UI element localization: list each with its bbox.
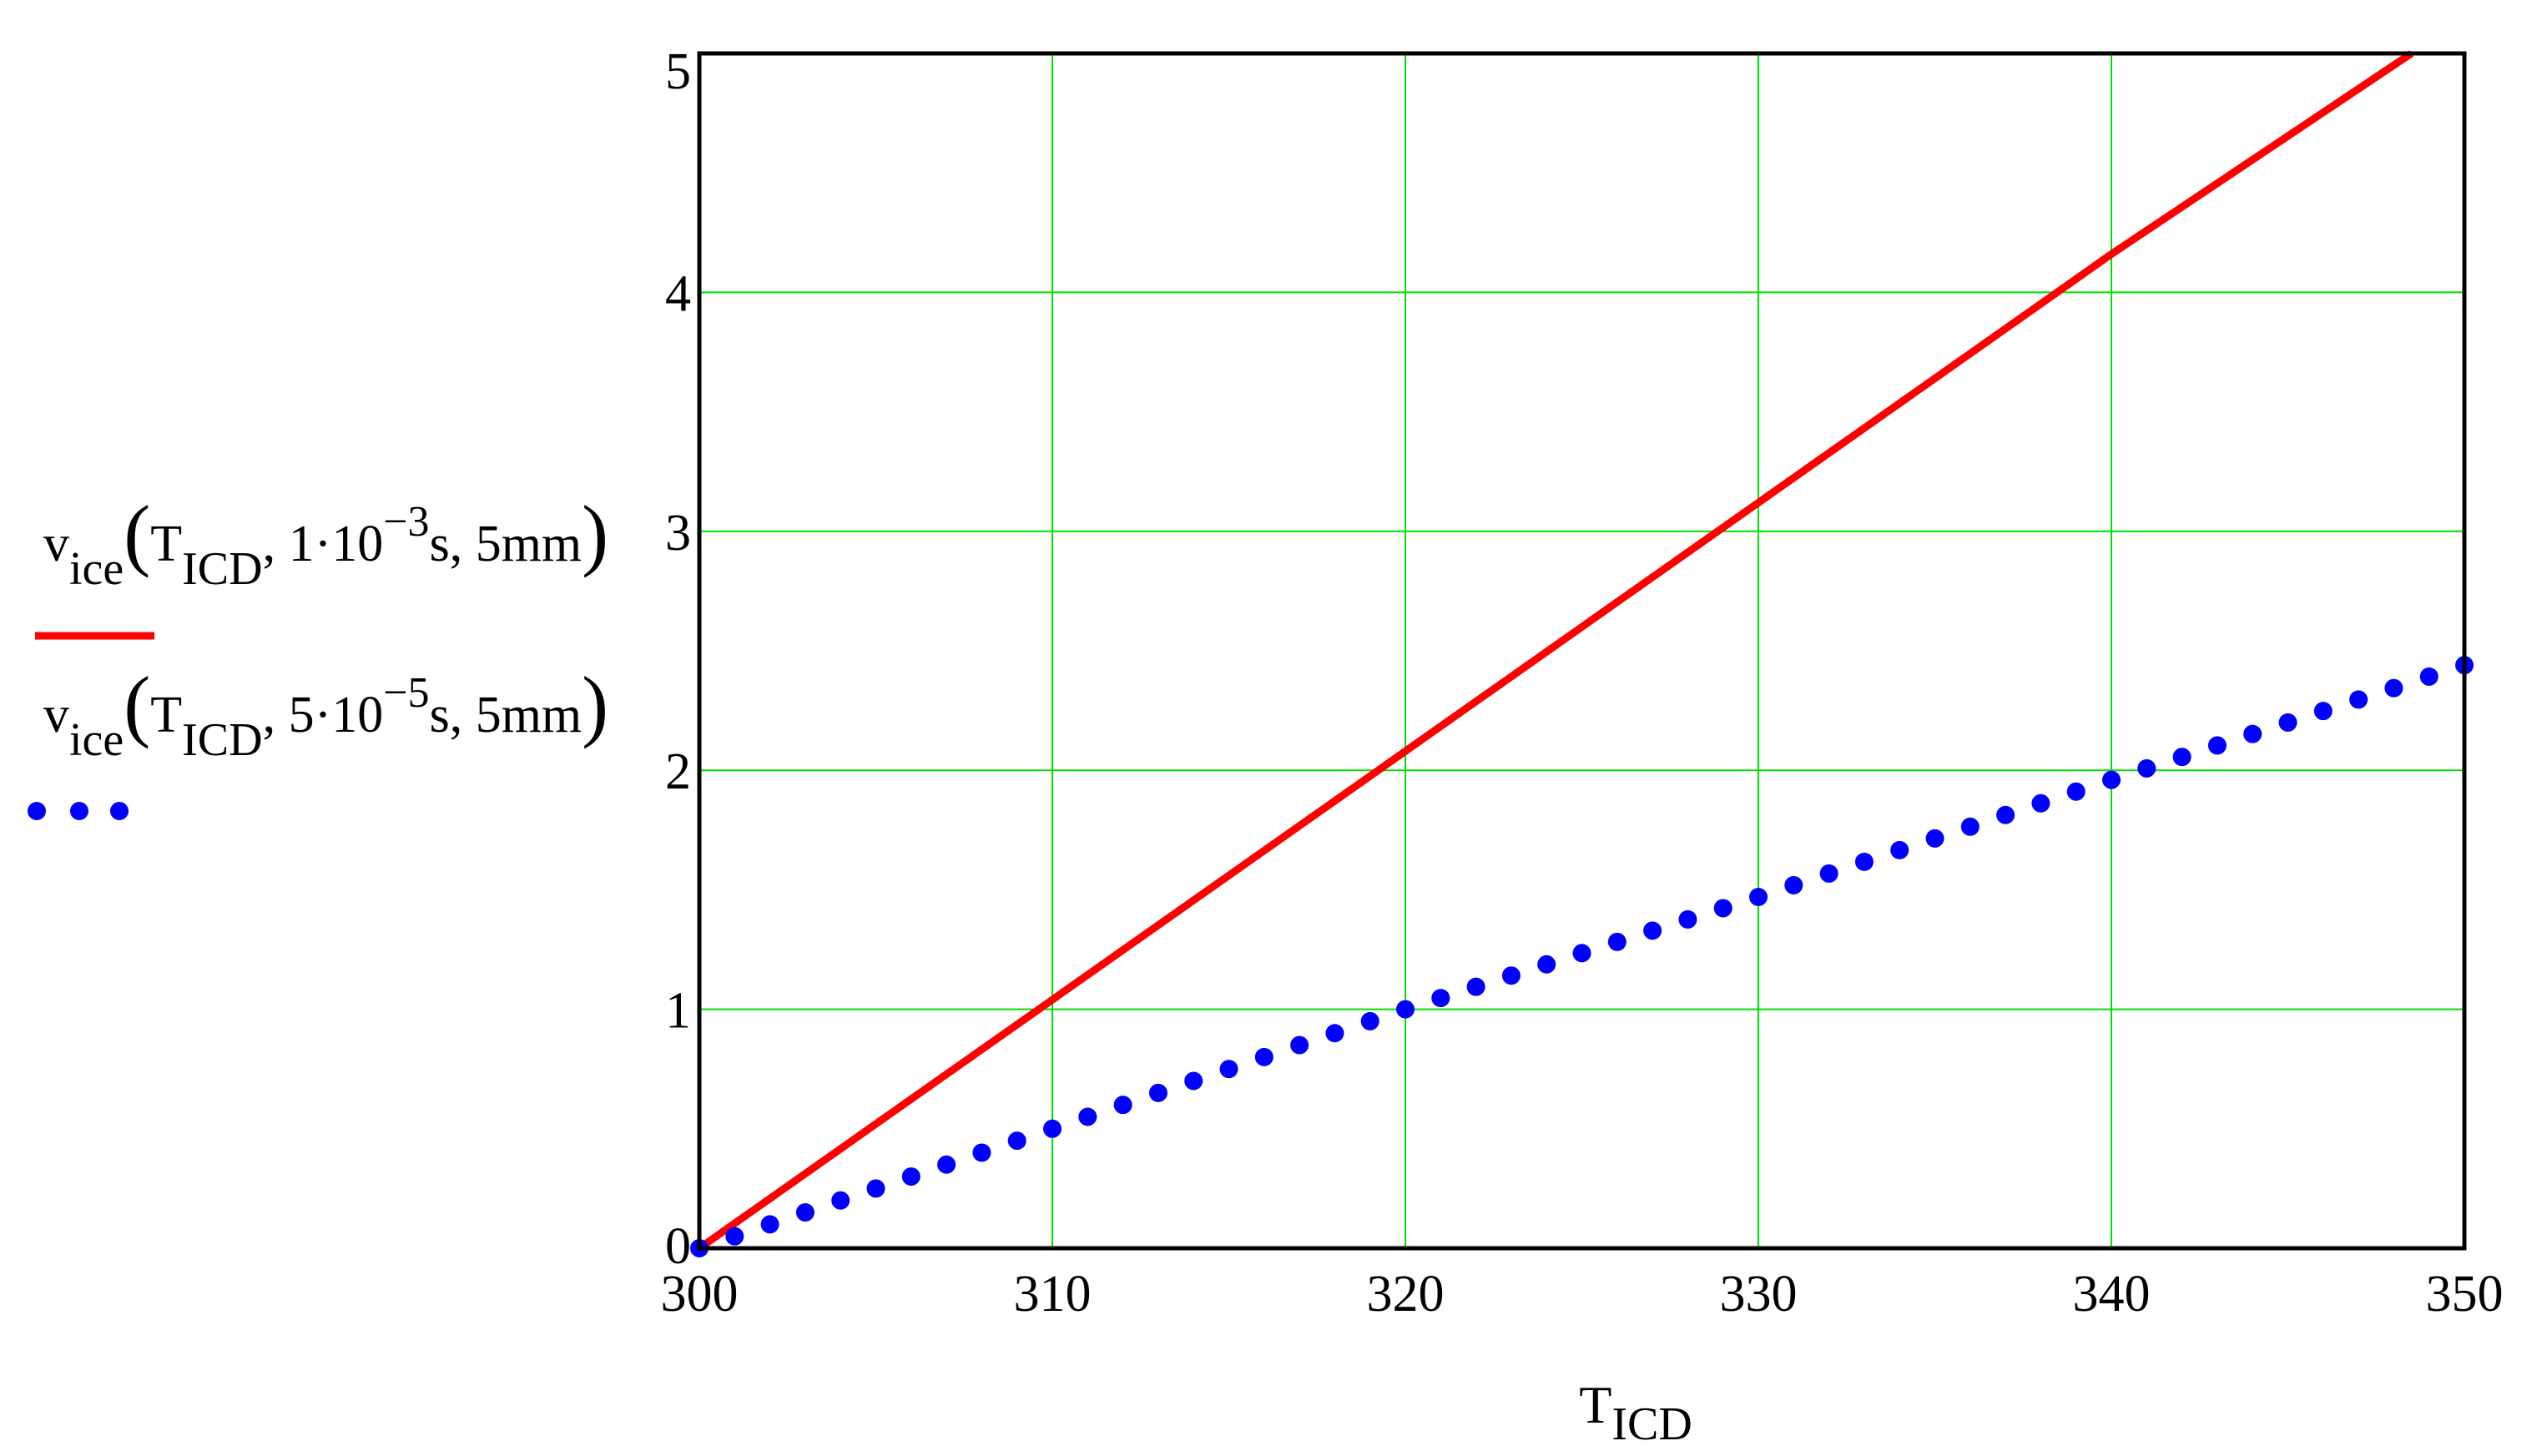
legend-label: vice(TICD, 1·10−3s, 5mm): [43, 489, 608, 595]
y-tick-label: 5: [665, 43, 691, 100]
series-line-0: [697, 50, 2414, 1252]
series-point-1: [1890, 840, 1909, 859]
series-point-1: [1854, 852, 1874, 871]
series-point-1: [1113, 1096, 1132, 1115]
series-point-1: [1184, 1071, 1203, 1091]
x-tick-label: 320: [1367, 1266, 1445, 1322]
x-tick-label: 350: [2426, 1266, 2504, 1322]
x-axis-label-sub: ICD: [1612, 1398, 1692, 1450]
series-point-1: [901, 1167, 921, 1186]
plot-frame: [697, 51, 2467, 1251]
series-point-1: [1678, 909, 1697, 929]
legend: vice(TICD, 1·10−3s, 5mm) vice(TICD, 5·10−…: [28, 489, 608, 820]
series-point-1: [2031, 793, 2050, 813]
legend-key-dot: [28, 802, 46, 820]
series-point-1: [1784, 875, 1803, 894]
series-point-1: [1996, 805, 2015, 824]
y-tick-label: 2: [665, 743, 691, 800]
series-point-1: [1819, 864, 1839, 883]
x-axis-label-base: T: [1579, 1375, 1612, 1434]
series-point-1: [795, 1203, 815, 1222]
series-point-1: [1501, 966, 1521, 985]
y-tick-label: 1: [665, 983, 691, 1040]
legend-key-dot: [70, 802, 88, 820]
series-point-1: [1713, 899, 1733, 918]
series-point-1: [2384, 678, 2403, 698]
series-layer: [690, 50, 2474, 1257]
x-axis-label: TICD: [1579, 1375, 1692, 1450]
series-point-1: [1078, 1107, 1097, 1126]
series-point-1: [937, 1155, 956, 1174]
series-point-1: [866, 1179, 885, 1198]
series-point-1: [1572, 944, 1591, 963]
series-point-1: [2349, 690, 2368, 709]
series-point-1: [2137, 758, 2156, 778]
x-tick-label: 340: [2073, 1266, 2151, 1322]
x-tick-label: 300: [661, 1266, 739, 1322]
series-point-1: [1290, 1035, 1309, 1055]
series-point-1: [760, 1215, 779, 1234]
legend-entry-0: vice(TICD, 1·10−3s, 5mm): [35, 489, 608, 640]
legend-label: vice(TICD, 5·10−5s, 5mm): [43, 660, 608, 766]
tick-labels: 300 310 320 330 340 350 0 1 2 3 4 5: [661, 43, 2504, 1322]
legend-entry-1: vice(TICD, 5·10−5s, 5mm): [28, 660, 608, 820]
series-point-1: [831, 1191, 850, 1210]
series-point-1: [2243, 724, 2262, 743]
x-tick-label: 330: [1720, 1266, 1798, 1322]
series-point-1: [1043, 1119, 1062, 1138]
series-point-1: [2172, 748, 2192, 767]
y-tick-label: 0: [665, 1218, 691, 1275]
series-point-1: [1148, 1083, 1168, 1102]
series-point-1: [2066, 782, 2086, 801]
series-point-1: [2419, 667, 2439, 686]
series-point-1: [1643, 921, 1662, 940]
series-point-1: [1466, 977, 1485, 996]
series-point-1: [1396, 1000, 1415, 1019]
series-point-1: [1007, 1131, 1026, 1151]
series-point-1: [1254, 1047, 1274, 1066]
series-point-1: [1360, 1011, 1380, 1030]
y-tick-label: 4: [665, 265, 691, 322]
y-tick-label: 3: [665, 505, 691, 562]
legend-key-dot: [110, 802, 129, 820]
series-point-1: [1749, 887, 1768, 906]
series-point-1: [1431, 989, 1450, 1008]
series-point-1: [2207, 736, 2227, 755]
series-point-1: [2313, 702, 2333, 721]
series-point-1: [2102, 770, 2121, 789]
series-point-1: [1537, 955, 1556, 974]
series-point-1: [2278, 713, 2298, 732]
series-point-1: [725, 1227, 744, 1246]
series-point-1: [1607, 932, 1627, 951]
series-point-1: [1925, 829, 1944, 848]
series-point-1: [1325, 1024, 1344, 1043]
series-point-1: [1960, 817, 1980, 836]
series-point-1: [972, 1143, 991, 1162]
series-point-1: [1219, 1060, 1238, 1079]
x-tick-label: 310: [1014, 1266, 1092, 1322]
